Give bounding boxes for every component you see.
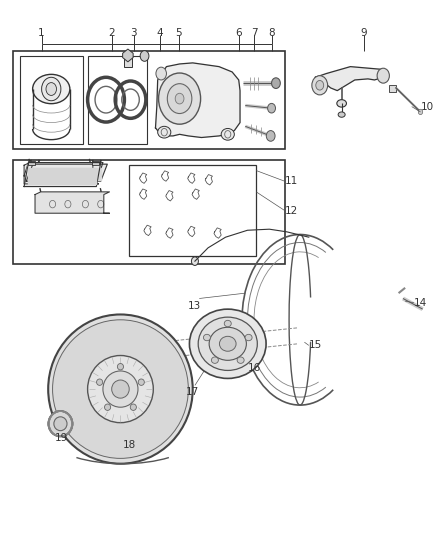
Circle shape [42,77,61,101]
Ellipse shape [337,100,346,107]
Text: 11: 11 [285,176,298,186]
Ellipse shape [48,411,73,437]
Bar [124,53,132,67]
Ellipse shape [130,404,136,410]
Ellipse shape [190,309,266,378]
Polygon shape [28,168,96,184]
Text: 5: 5 [175,28,182,38]
Text: 14: 14 [414,298,427,308]
Circle shape [175,93,184,104]
Polygon shape [155,63,240,138]
Circle shape [268,103,276,113]
Ellipse shape [103,371,138,407]
Text: 2: 2 [108,28,115,38]
Ellipse shape [158,126,171,138]
Polygon shape [24,163,103,176]
Text: 18: 18 [123,440,136,450]
Text: 17: 17 [186,387,199,397]
Bar [389,85,396,92]
Text: 1: 1 [38,28,45,38]
Bar [13,160,285,264]
Bar [129,165,256,256]
Circle shape [140,51,149,61]
Polygon shape [315,67,385,91]
Ellipse shape [32,74,70,104]
Circle shape [418,109,423,115]
Ellipse shape [224,320,231,327]
Text: 7: 7 [251,28,258,38]
Circle shape [377,68,389,83]
Circle shape [272,78,280,88]
Ellipse shape [88,356,153,423]
Polygon shape [30,166,97,174]
Text: 9: 9 [360,28,367,38]
Ellipse shape [209,327,246,360]
Circle shape [266,131,275,141]
Text: 10: 10 [420,102,434,111]
Bar [88,56,147,144]
Ellipse shape [219,336,236,351]
Text: 8: 8 [268,28,275,38]
Polygon shape [35,192,110,213]
Ellipse shape [245,334,252,341]
Polygon shape [24,163,101,187]
Ellipse shape [338,112,345,117]
Circle shape [159,73,201,124]
Circle shape [312,76,328,95]
Text: 4: 4 [156,28,163,38]
Bar [13,51,285,149]
Circle shape [46,83,57,95]
Text: 15: 15 [309,341,322,350]
Circle shape [156,67,166,80]
Text: 3: 3 [130,28,137,38]
Ellipse shape [117,364,124,370]
Ellipse shape [212,357,219,364]
Bar [20,56,83,144]
Ellipse shape [138,379,145,385]
Ellipse shape [198,317,258,370]
Ellipse shape [221,128,234,140]
Bar [92,161,99,165]
Polygon shape [26,164,107,181]
Text: 6: 6 [235,28,242,38]
Ellipse shape [237,357,244,364]
Polygon shape [24,163,99,184]
Ellipse shape [112,380,129,398]
Ellipse shape [48,314,193,464]
Polygon shape [33,168,101,180]
Circle shape [191,257,198,265]
Ellipse shape [53,320,188,458]
Circle shape [167,84,192,114]
Ellipse shape [203,334,210,341]
Text: 13: 13 [188,302,201,311]
Ellipse shape [54,417,67,431]
Text: 12: 12 [285,206,298,215]
Ellipse shape [105,404,111,410]
Circle shape [316,80,324,90]
Ellipse shape [96,379,102,385]
Text: 19: 19 [55,433,68,443]
Text: 16: 16 [247,363,261,373]
Polygon shape [123,49,133,62]
Bar [28,161,35,165]
